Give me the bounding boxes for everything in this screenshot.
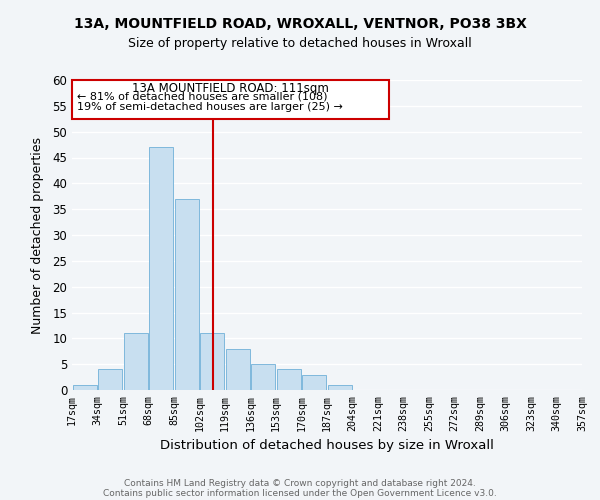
Bar — [149, 147, 173, 390]
Text: 19% of semi-detached houses are larger (25) →: 19% of semi-detached houses are larger (… — [77, 102, 343, 113]
X-axis label: Distribution of detached houses by size in Wroxall: Distribution of detached houses by size … — [160, 439, 494, 452]
Text: Size of property relative to detached houses in Wroxall: Size of property relative to detached ho… — [128, 38, 472, 51]
Text: 13A MOUNTFIELD ROAD: 111sqm: 13A MOUNTFIELD ROAD: 111sqm — [132, 82, 329, 94]
Bar — [277, 370, 301, 390]
Bar — [175, 199, 199, 390]
Bar — [124, 333, 148, 390]
Bar — [226, 348, 250, 390]
FancyBboxPatch shape — [72, 80, 389, 118]
Text: Contains HM Land Registry data © Crown copyright and database right 2024.: Contains HM Land Registry data © Crown c… — [124, 480, 476, 488]
Y-axis label: Number of detached properties: Number of detached properties — [31, 136, 44, 334]
Bar — [302, 374, 326, 390]
Text: 13A, MOUNTFIELD ROAD, WROXALL, VENTNOR, PO38 3BX: 13A, MOUNTFIELD ROAD, WROXALL, VENTNOR, … — [74, 18, 526, 32]
Bar — [328, 385, 352, 390]
Text: Contains public sector information licensed under the Open Government Licence v3: Contains public sector information licen… — [103, 490, 497, 498]
Bar — [73, 385, 97, 390]
Bar — [200, 333, 224, 390]
Bar — [251, 364, 275, 390]
Bar — [98, 370, 122, 390]
Text: ← 81% of detached houses are smaller (108): ← 81% of detached houses are smaller (10… — [77, 92, 328, 102]
